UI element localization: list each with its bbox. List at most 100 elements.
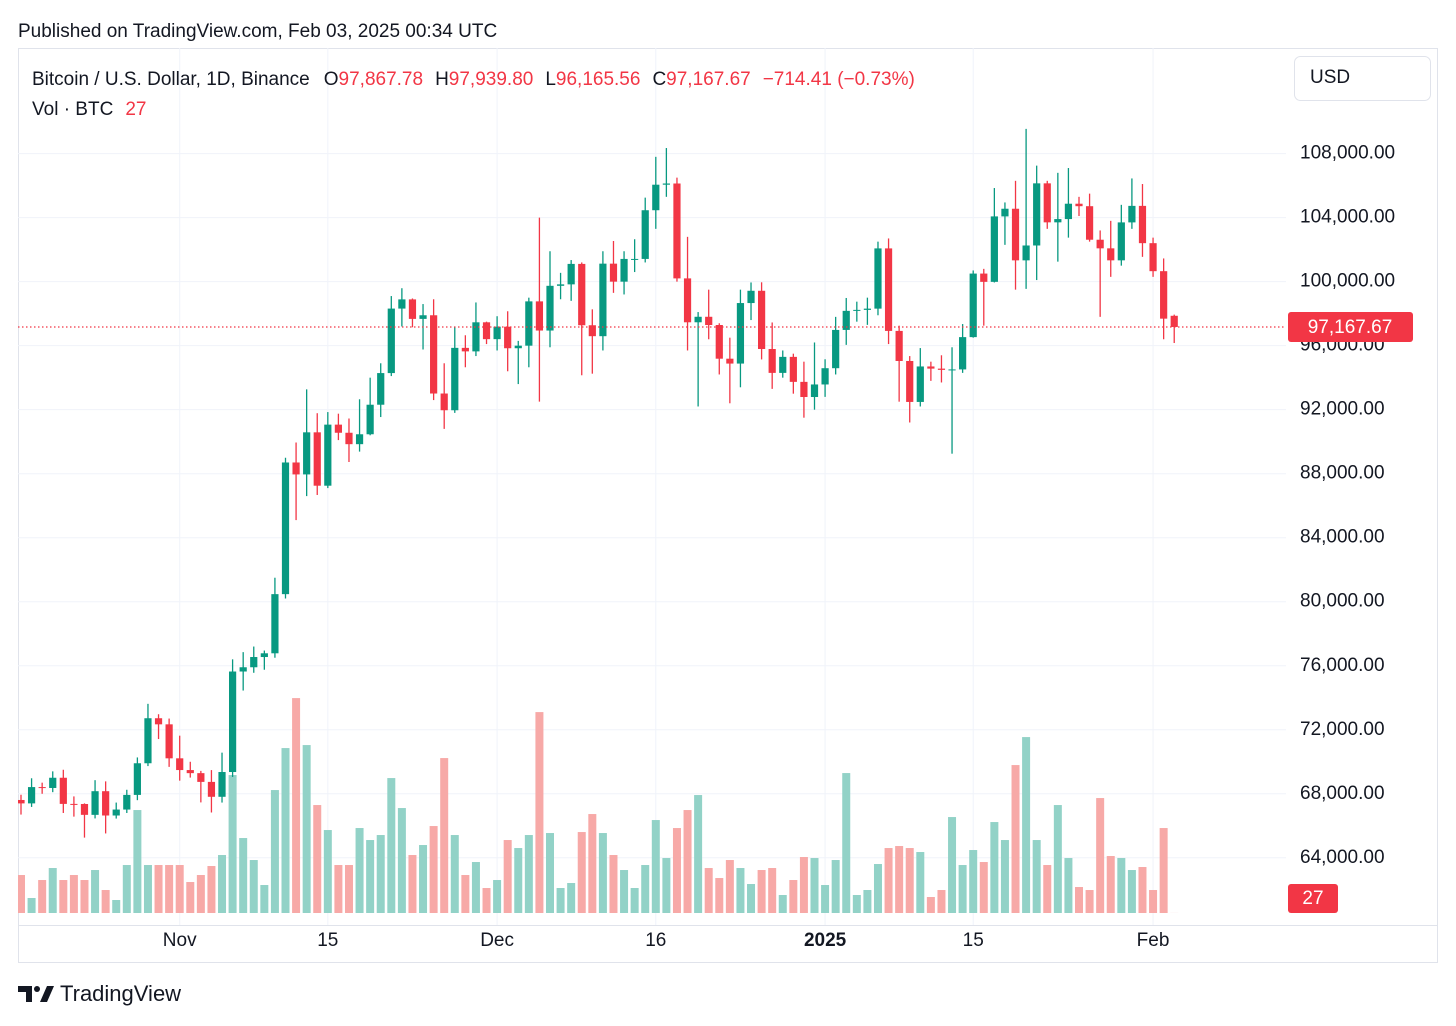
volume-bar bbox=[895, 846, 904, 913]
y-tick-label: 108,000.00 bbox=[1300, 143, 1395, 164]
volume-bar bbox=[154, 865, 163, 913]
candle-body bbox=[303, 432, 311, 475]
candle-body bbox=[620, 258, 628, 282]
volume-bar bbox=[292, 698, 301, 913]
volume-bar bbox=[260, 885, 269, 913]
volume-bar bbox=[1053, 805, 1062, 913]
candle-body bbox=[1170, 315, 1178, 327]
volume-tag bbox=[1288, 884, 1338, 913]
candle-body bbox=[377, 373, 385, 405]
volume-bar bbox=[429, 826, 438, 913]
volume-bar bbox=[588, 814, 597, 913]
candle-body bbox=[1096, 239, 1104, 249]
volume-bar bbox=[419, 845, 428, 913]
candle-body bbox=[440, 393, 448, 411]
x-tick-label: Nov bbox=[163, 930, 197, 951]
volume-bar bbox=[535, 712, 544, 913]
candle-body bbox=[747, 290, 755, 304]
y-tick-label: 92,000.00 bbox=[1300, 399, 1385, 420]
volume-bar bbox=[546, 833, 554, 913]
x-tick-label: Feb bbox=[1137, 930, 1170, 951]
candle-body bbox=[715, 325, 723, 359]
candle-body bbox=[1011, 208, 1020, 261]
volume-bar bbox=[165, 865, 174, 913]
candle-body bbox=[366, 404, 374, 435]
volume-bar bbox=[27, 898, 36, 913]
candle-body bbox=[91, 791, 99, 815]
candle-body bbox=[535, 301, 544, 331]
volume-bar bbox=[387, 778, 396, 913]
candle-body bbox=[736, 303, 745, 364]
volume-bar bbox=[48, 868, 57, 913]
candle-body bbox=[927, 366, 935, 369]
candle-body bbox=[1064, 203, 1073, 220]
candle-body bbox=[154, 718, 163, 725]
candle-body bbox=[556, 284, 565, 286]
candle-body bbox=[599, 263, 607, 337]
candle-body bbox=[355, 434, 364, 445]
candle-body bbox=[451, 347, 459, 411]
candle-body bbox=[102, 791, 110, 816]
candle-body bbox=[631, 258, 639, 260]
candle-body bbox=[683, 278, 692, 323]
candle-body bbox=[133, 763, 141, 795]
volume-legend: Vol · BTC 27 bbox=[32, 99, 146, 120]
volume-bar bbox=[863, 890, 872, 913]
grid bbox=[18, 48, 1286, 925]
volume-bar bbox=[810, 858, 819, 913]
published: Published on TradingView.com, Feb 03, 20… bbox=[18, 21, 497, 42]
volume-bar bbox=[397, 808, 406, 913]
candle-body bbox=[70, 803, 78, 805]
volume-bar bbox=[91, 870, 100, 913]
brand: TradingView bbox=[60, 981, 181, 1006]
candle-body bbox=[165, 724, 173, 759]
volume-bar bbox=[482, 888, 491, 913]
candle-body bbox=[1054, 219, 1062, 223]
candle-body bbox=[578, 263, 586, 326]
candle-body bbox=[641, 210, 649, 259]
volume-bar bbox=[503, 840, 512, 913]
volume-bar bbox=[80, 880, 89, 913]
candle-body bbox=[281, 462, 290, 595]
volume-bar bbox=[799, 857, 808, 913]
legend-open: 97,867.78 bbox=[339, 69, 424, 90]
currency-button[interactable] bbox=[1294, 56, 1431, 101]
volume-bar bbox=[694, 795, 703, 913]
candle-body bbox=[1160, 271, 1168, 319]
candle-body bbox=[324, 424, 332, 486]
candle-body bbox=[1075, 203, 1083, 207]
candle-body bbox=[292, 462, 300, 475]
x-tick-label: Dec bbox=[480, 930, 514, 951]
volume-bar bbox=[249, 860, 258, 913]
candle-body bbox=[112, 809, 120, 816]
candle-body bbox=[186, 770, 194, 774]
volume-bar bbox=[334, 865, 343, 913]
volume-bar bbox=[1117, 858, 1126, 913]
candle-body bbox=[863, 308, 871, 310]
volume-bar bbox=[842, 773, 851, 913]
volume-bar bbox=[641, 865, 650, 913]
y-tick-label: 76,000.00 bbox=[1300, 655, 1385, 676]
candle-body bbox=[229, 671, 237, 773]
candle-body bbox=[59, 777, 67, 804]
candle-body bbox=[652, 184, 660, 211]
currency[interactable]: USD bbox=[1310, 67, 1350, 88]
brand-logo bbox=[18, 986, 54, 1002]
candle-body bbox=[514, 345, 522, 349]
volume-bar bbox=[196, 875, 205, 913]
candle-body bbox=[345, 432, 353, 445]
volume-bar bbox=[524, 835, 533, 913]
candle-body bbox=[1033, 183, 1041, 246]
volume-bar bbox=[651, 820, 660, 913]
volume-bar bbox=[1127, 870, 1136, 913]
candle-body bbox=[250, 657, 258, 668]
candle-body bbox=[419, 315, 427, 319]
candle-body bbox=[705, 316, 713, 326]
symbol: Bitcoin / U.S. Dollar, 1D, Binance bbox=[32, 69, 310, 90]
candle-body bbox=[609, 263, 618, 282]
volume-bar bbox=[979, 862, 988, 913]
legend-o: O bbox=[324, 69, 339, 90]
volume-bar bbox=[1149, 890, 1158, 913]
volume-bar bbox=[736, 868, 745, 913]
candle-body bbox=[916, 366, 924, 402]
